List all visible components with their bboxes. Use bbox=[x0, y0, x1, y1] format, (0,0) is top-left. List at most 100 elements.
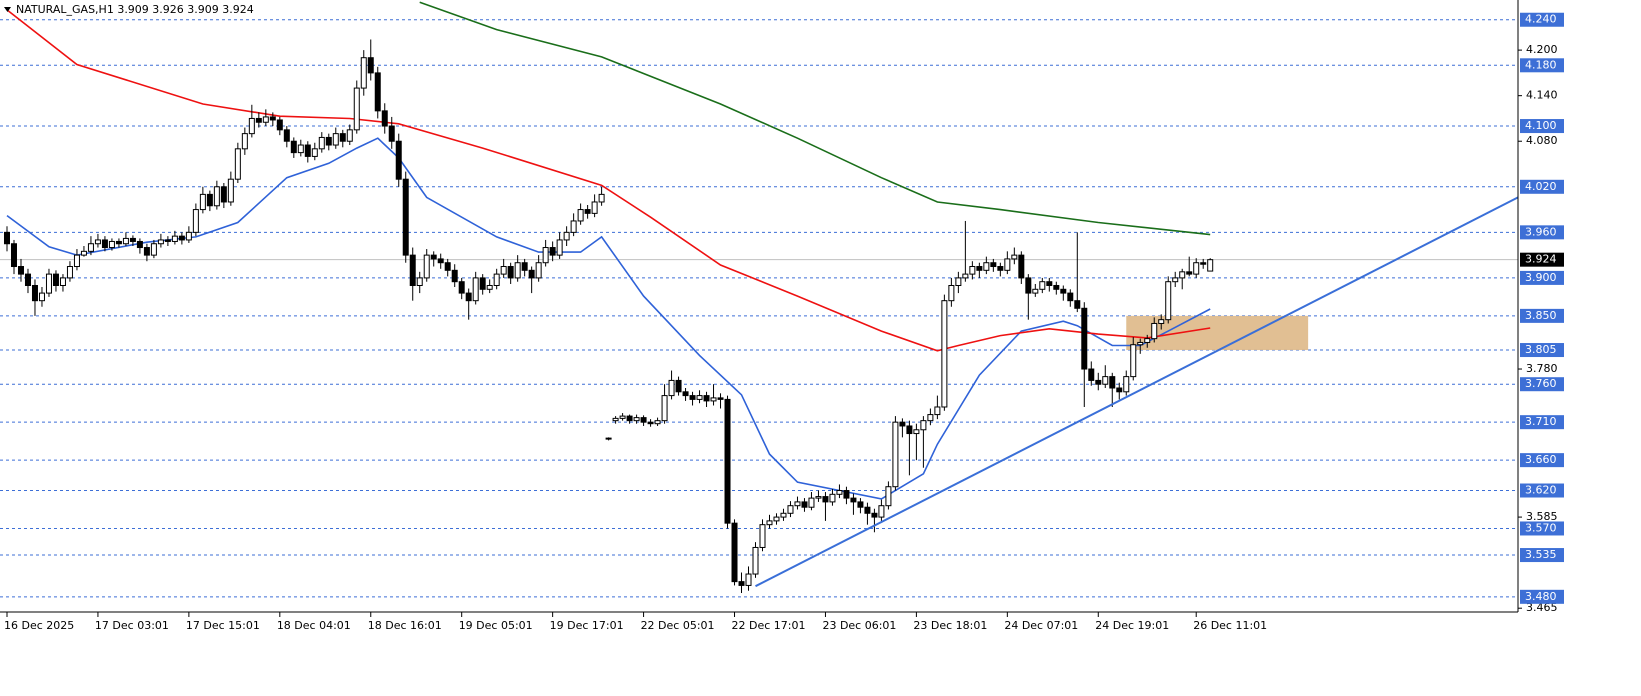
candle-body bbox=[675, 379, 682, 393]
candle-body bbox=[787, 505, 794, 514]
candle-body bbox=[934, 406, 941, 416]
candle-body bbox=[717, 397, 724, 400]
candle-body bbox=[171, 235, 178, 242]
y-tick-label: 4.080 bbox=[1526, 134, 1558, 147]
candle-body bbox=[752, 546, 759, 575]
plot-area bbox=[0, 1, 1519, 598]
level-label-box bbox=[1520, 343, 1564, 358]
candle-body bbox=[304, 144, 311, 157]
x-tick-label: 16 Dec 2025 bbox=[4, 619, 74, 632]
candle-body bbox=[843, 490, 850, 499]
candle-body bbox=[1109, 376, 1116, 389]
x-tick-label: 23 Dec 06:01 bbox=[822, 619, 896, 632]
candle-body bbox=[801, 501, 808, 508]
candle-body bbox=[1004, 258, 1011, 271]
candle-body bbox=[780, 512, 787, 518]
candle-body bbox=[668, 379, 675, 397]
candle-body bbox=[311, 148, 318, 157]
candle-body bbox=[962, 273, 969, 279]
level-label-box bbox=[1520, 308, 1564, 323]
candle-body bbox=[1067, 292, 1074, 302]
candle-body bbox=[458, 281, 465, 294]
candle-body bbox=[507, 266, 514, 279]
candle-body bbox=[997, 266, 1004, 271]
candle-body bbox=[318, 136, 325, 150]
candle-body bbox=[731, 522, 738, 583]
candle-body bbox=[3, 231, 10, 245]
menu-triangle[interactable] bbox=[4, 7, 11, 12]
candle-body bbox=[647, 421, 654, 425]
candle-body bbox=[136, 240, 143, 249]
candle-body bbox=[346, 129, 353, 142]
candle-body bbox=[640, 417, 647, 423]
x-tick-label: 24 Dec 07:01 bbox=[1004, 619, 1078, 632]
candle-body bbox=[122, 237, 129, 245]
candle-body bbox=[815, 496, 822, 499]
level-label: 4.020 bbox=[1525, 180, 1557, 193]
candle-body bbox=[199, 193, 206, 211]
candle-body bbox=[570, 220, 577, 233]
level-label-box bbox=[1520, 179, 1564, 194]
candle-body bbox=[696, 395, 703, 400]
candle-body bbox=[1165, 281, 1172, 321]
candle-body bbox=[822, 496, 829, 503]
candle-body bbox=[969, 266, 976, 275]
candle-body bbox=[367, 57, 374, 74]
candle-body bbox=[1207, 259, 1214, 272]
x-tick-label: 17 Dec 03:01 bbox=[95, 619, 169, 632]
candle-body bbox=[682, 391, 689, 397]
level-label: 4.240 bbox=[1525, 13, 1557, 26]
candle-body bbox=[248, 117, 255, 135]
candle-body bbox=[1032, 288, 1039, 294]
candle-body bbox=[990, 262, 997, 268]
candle-body bbox=[472, 277, 479, 302]
candle-body bbox=[563, 231, 570, 241]
candle-body bbox=[521, 262, 528, 271]
level-label-box bbox=[1520, 415, 1564, 430]
candle-body bbox=[381, 110, 388, 127]
candle-body bbox=[94, 239, 101, 245]
candle-body bbox=[164, 239, 171, 242]
candle-body bbox=[857, 501, 864, 508]
candle-body bbox=[241, 133, 248, 150]
y-tick-label: 3.780 bbox=[1526, 362, 1558, 375]
x-tick-label: 18 Dec 04:01 bbox=[277, 619, 351, 632]
candle-body bbox=[878, 505, 885, 518]
level-label-box bbox=[1520, 377, 1564, 392]
candle-body bbox=[66, 266, 73, 279]
moving-average bbox=[6, 9, 1211, 352]
candle-body bbox=[808, 497, 815, 508]
candle-body bbox=[885, 486, 892, 507]
candle-body bbox=[220, 186, 227, 203]
candle-body bbox=[927, 414, 934, 422]
level-label: 3.535 bbox=[1525, 548, 1557, 561]
candle-body bbox=[745, 573, 752, 586]
level-label: 3.480 bbox=[1525, 590, 1557, 603]
candle-body bbox=[1102, 376, 1109, 385]
current-price-box bbox=[1520, 252, 1564, 267]
candle-body bbox=[276, 119, 283, 131]
candle-body bbox=[402, 178, 409, 256]
candle-body bbox=[626, 415, 633, 422]
level-label-box bbox=[1520, 521, 1564, 536]
candle-body bbox=[976, 266, 983, 271]
candle-body bbox=[269, 116, 276, 121]
candle-body bbox=[213, 186, 220, 207]
level-label-box bbox=[1520, 548, 1564, 563]
x-tick-label: 26 Dec 11:01 bbox=[1193, 619, 1267, 632]
x-tick-label: 24 Dec 19:01 bbox=[1095, 619, 1169, 632]
candle-body bbox=[297, 144, 304, 154]
candle-body bbox=[605, 437, 612, 440]
candle-body bbox=[283, 129, 290, 142]
level-label: 3.660 bbox=[1525, 453, 1557, 466]
x-tick-label: 18 Dec 16:01 bbox=[368, 619, 442, 632]
level-label: 3.570 bbox=[1525, 521, 1557, 534]
candle-body bbox=[409, 254, 416, 286]
candle-body bbox=[234, 148, 241, 180]
candle-body bbox=[619, 415, 626, 419]
candle-body bbox=[108, 240, 115, 249]
candle-body bbox=[353, 87, 360, 131]
